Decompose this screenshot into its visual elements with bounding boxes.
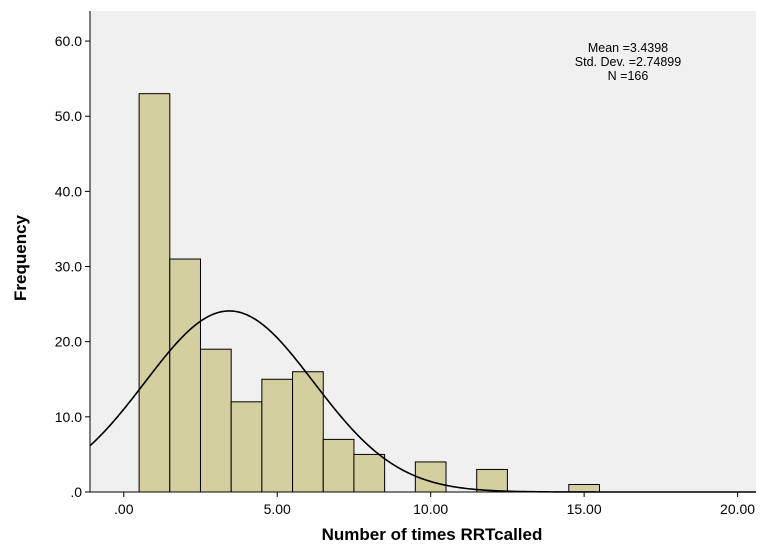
histogram-bar xyxy=(169,258,201,493)
histogram-bar xyxy=(230,401,263,493)
histogram-bar xyxy=(476,468,508,493)
histogram-bar xyxy=(414,461,447,493)
x-tick-label: 10.00 xyxy=(413,501,448,517)
histogram-bar xyxy=(138,93,171,493)
x-axis-ticks: .00 5.00 10.00 15.00 20.00 xyxy=(114,492,755,517)
histogram-bar xyxy=(199,348,232,493)
histogram-bar xyxy=(261,378,294,493)
x-tick-label: 15.00 xyxy=(567,501,602,517)
x-tick-label: 20.00 xyxy=(720,501,755,517)
y-tick-label: 10.0 xyxy=(55,409,82,425)
y-tick-label: .0 xyxy=(70,484,82,500)
y-axis-title: Frequency xyxy=(11,214,30,301)
y-axis-ticks: .0 10.0 20.0 30.0 40.0 50.0 60.0 xyxy=(55,33,90,500)
stats-n: N =166 xyxy=(608,69,649,83)
y-tick-label: 60.0 xyxy=(55,33,82,49)
x-axis-title: Number of times RRTcalled xyxy=(322,525,543,544)
stats-mean: Mean =3.4398 xyxy=(588,41,668,55)
bars xyxy=(138,93,600,493)
x-tick-label: .00 xyxy=(114,501,134,517)
histogram-bar xyxy=(568,483,600,493)
y-tick-label: 40.0 xyxy=(55,183,82,199)
histogram-bar xyxy=(353,453,386,493)
stats-std-dev: Std. Dev. =2.74899 xyxy=(575,55,681,69)
y-tick-label: 30.0 xyxy=(55,259,82,275)
x-tick-label: 5.00 xyxy=(264,501,291,517)
y-tick-label: 20.0 xyxy=(55,334,82,350)
y-tick-label: 50.0 xyxy=(55,108,82,124)
histogram-bar xyxy=(322,438,355,493)
